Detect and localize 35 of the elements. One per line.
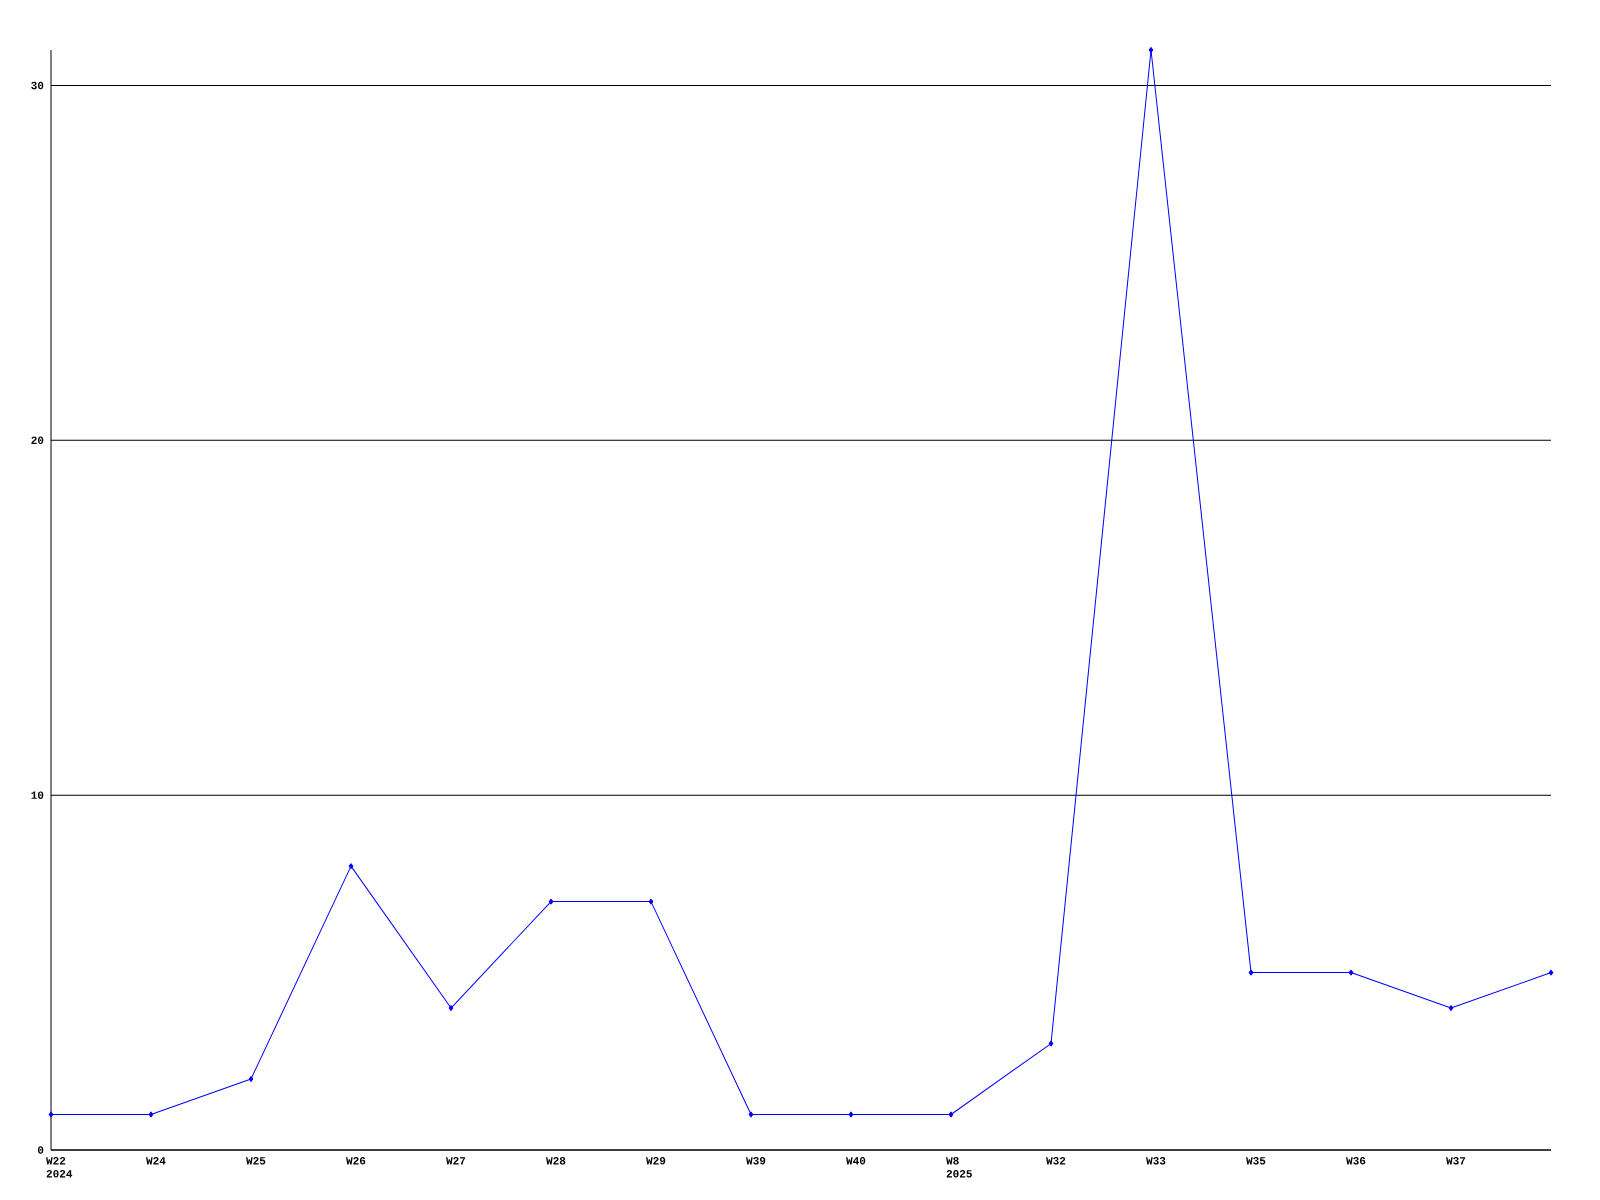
point [248,1076,254,1082]
point [848,1111,854,1118]
x-tick-label: W32 [1046,1157,1066,1165]
x-tick-label: W36 [1346,1157,1366,1165]
y-tick-label: 0 [37,1146,44,1154]
point [748,1111,754,1118]
point [648,898,654,905]
x-tick-label: W37 [1446,1157,1466,1165]
x-tick-label: W35 [1246,1157,1266,1165]
x-tick-label: W28 [546,1157,566,1165]
point [1448,1005,1454,1011]
point [348,863,354,870]
point [1348,969,1354,976]
point [1048,1040,1054,1047]
x-tick-label: W26 [346,1157,366,1165]
point [548,898,554,905]
point [148,1111,154,1118]
x-tick-label: W40 [846,1157,866,1165]
x-tick-label: W29 [646,1157,666,1165]
x-tick-label: W25 [246,1157,266,1165]
x-tick-label: W39 [746,1157,766,1165]
point [1148,47,1154,53]
x-tick-label: W22 2024 [46,1157,73,1178]
y-tick-label: 30 [31,81,44,90]
point [1248,969,1254,976]
x-tick-label: W33 [1146,1157,1166,1165]
x-tick-label: W24 [146,1157,166,1165]
point [448,1005,454,1011]
point [48,1111,54,1118]
point [948,1111,954,1118]
x-tick-label: W27 [446,1157,466,1165]
y-tick-label: 20 [31,436,44,445]
point [1548,969,1554,976]
x-tick-label: W8 2025 [946,1157,972,1178]
y-tick-label: 10 [31,791,44,799]
